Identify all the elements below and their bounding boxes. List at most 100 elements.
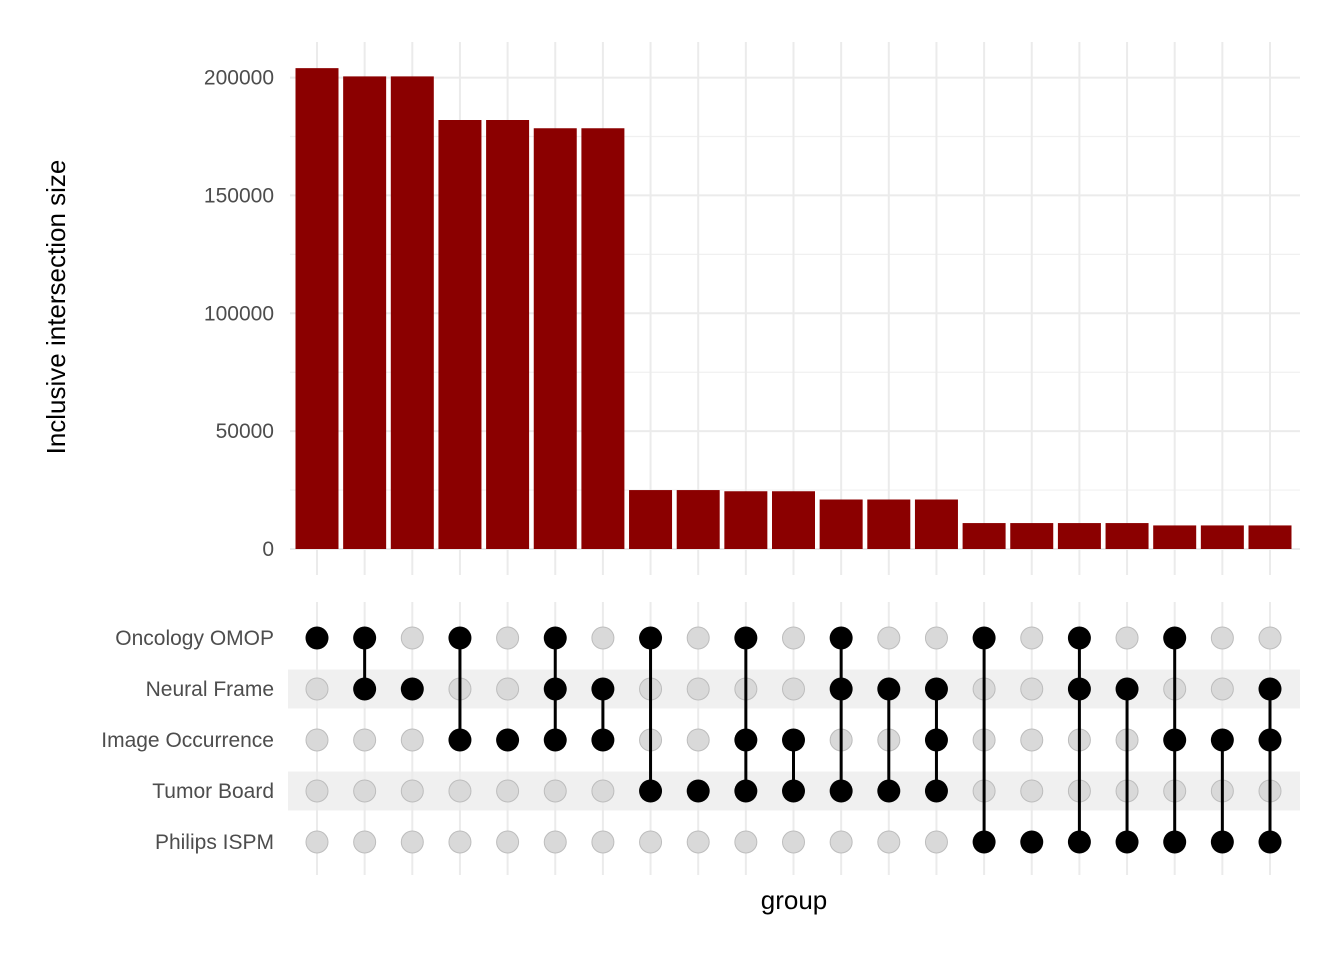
- bar: [819, 499, 863, 549]
- active-dot: [1258, 728, 1282, 752]
- inactive-dot: [400, 779, 424, 803]
- set-label: Image Occurrence: [101, 729, 274, 752]
- y-tick-label: 50000: [216, 420, 274, 443]
- inactive-dot: [686, 830, 710, 854]
- active-dot: [1163, 830, 1187, 854]
- bar: [867, 499, 911, 549]
- inactive-dot: [305, 779, 329, 803]
- inactive-dot: [543, 830, 567, 854]
- inactive-dot: [400, 830, 424, 854]
- active-dot: [353, 677, 377, 701]
- active-dot: [924, 677, 948, 701]
- active-dot: [543, 626, 567, 650]
- active-dot: [972, 626, 996, 650]
- active-dot: [686, 779, 710, 803]
- active-dot: [591, 677, 615, 701]
- inactive-dot: [591, 779, 615, 803]
- bar: [772, 491, 815, 549]
- active-dot: [734, 626, 758, 650]
- inactive-dot: [496, 779, 520, 803]
- y-axis-title: Inclusive intersection size: [41, 160, 71, 455]
- inactive-dot: [543, 779, 567, 803]
- active-dot: [400, 677, 424, 701]
- active-dot: [1210, 728, 1234, 752]
- active-dot: [353, 626, 377, 650]
- inactive-dot: [353, 779, 377, 803]
- bar: [629, 490, 673, 549]
- inactive-dot: [782, 830, 805, 854]
- bar: [914, 499, 958, 549]
- active-dot: [1067, 830, 1091, 854]
- inactive-dot: [924, 830, 948, 854]
- active-dot: [877, 677, 901, 701]
- inactive-dot: [1020, 728, 1044, 752]
- inactive-dot: [496, 830, 520, 854]
- inactive-dot: [1210, 677, 1234, 701]
- active-dot: [639, 626, 663, 650]
- y-tick-label: 200000: [204, 67, 274, 90]
- active-dot: [782, 728, 805, 752]
- active-dot: [1067, 626, 1091, 650]
- inactive-dot: [686, 677, 710, 701]
- y-tick-label: 150000: [204, 184, 274, 207]
- inactive-dot: [1020, 626, 1044, 650]
- inactive-dot: [305, 677, 329, 701]
- bar: [1057, 523, 1101, 549]
- active-dot: [782, 779, 805, 803]
- bar: [438, 120, 482, 549]
- active-dot: [639, 779, 663, 803]
- active-dot: [1258, 830, 1282, 854]
- inactive-dot: [782, 677, 805, 701]
- active-dot: [734, 728, 758, 752]
- bar: [343, 76, 387, 550]
- active-dot: [829, 626, 853, 650]
- active-dot: [829, 677, 853, 701]
- inactive-dot: [686, 626, 710, 650]
- inactive-dot: [400, 728, 424, 752]
- active-dot: [972, 830, 996, 854]
- inactive-dot: [448, 779, 472, 803]
- matrix-panel: Oncology OMOP Neural Frame Image Occurrenc…: [101, 602, 1300, 875]
- active-dot: [543, 677, 567, 701]
- set-label: Neural Frame: [146, 678, 274, 701]
- bar: [581, 128, 625, 549]
- active-dot: [448, 626, 472, 650]
- inactive-dot: [1020, 677, 1044, 701]
- y-tick-label: 100000: [204, 302, 274, 325]
- active-dot: [1163, 728, 1187, 752]
- active-dot: [1067, 677, 1091, 701]
- inactive-dot: [496, 626, 520, 650]
- set-label: Oncology OMOP: [115, 627, 274, 650]
- y-tick-label: 0: [262, 538, 274, 561]
- inactive-dot: [1020, 779, 1044, 803]
- inactive-dot: [686, 728, 710, 752]
- bar: [1200, 525, 1244, 549]
- active-dot: [305, 626, 329, 650]
- inactive-dot: [782, 626, 805, 650]
- bar: [676, 490, 720, 549]
- inactive-dot: [591, 830, 615, 854]
- active-dot: [1258, 677, 1282, 701]
- inactive-dot: [924, 626, 948, 650]
- inactive-dot: [400, 626, 424, 650]
- inactive-dot: [877, 626, 901, 650]
- inactive-dot: [353, 830, 377, 854]
- bar: [1153, 525, 1197, 549]
- inactive-dot: [1115, 626, 1139, 650]
- inactive-dot: [829, 830, 853, 854]
- active-dot: [448, 728, 472, 752]
- bar: [533, 128, 577, 549]
- active-dot: [1210, 830, 1234, 854]
- inactive-dot: [734, 830, 758, 854]
- bar: [1010, 523, 1054, 549]
- x-axis-title: group: [761, 885, 828, 915]
- bar-panel: 0 50000 100000 150000 200000: [204, 42, 1300, 575]
- inactive-dot: [448, 830, 472, 854]
- active-dot: [877, 779, 901, 803]
- bar: [724, 491, 768, 549]
- active-dot: [734, 779, 758, 803]
- active-dot: [543, 728, 567, 752]
- inactive-dot: [305, 830, 329, 854]
- inactive-dot: [1258, 626, 1282, 650]
